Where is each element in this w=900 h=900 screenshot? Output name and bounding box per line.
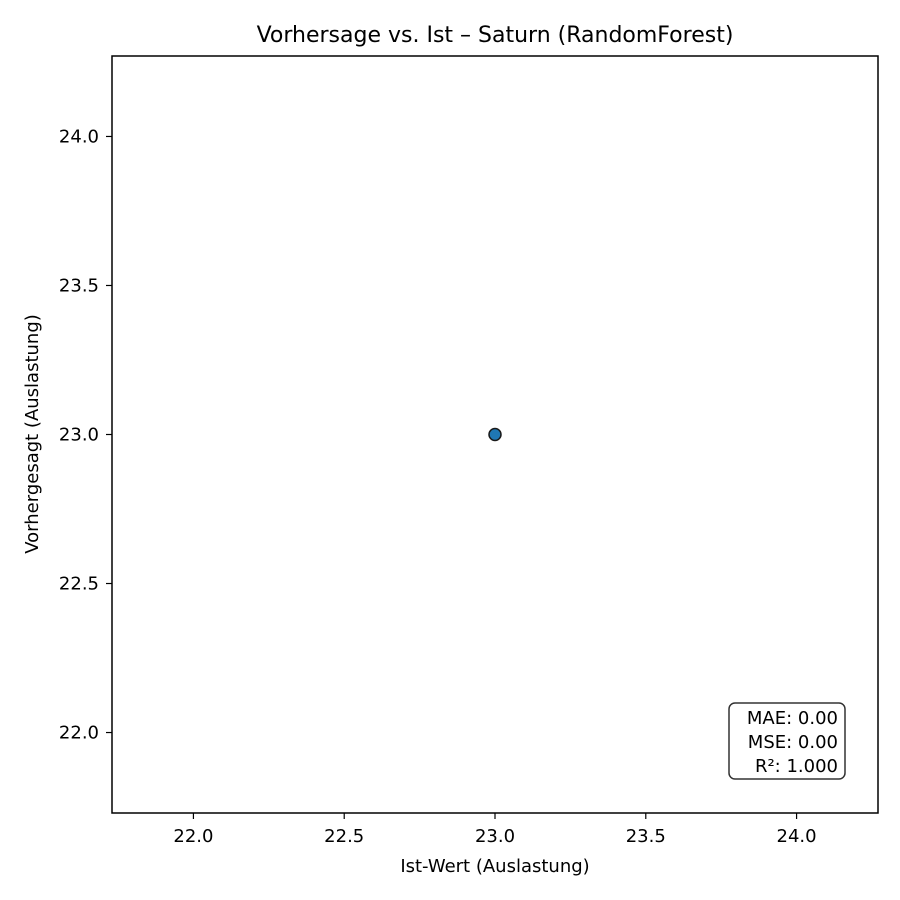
x-tick-label: 24.0 [777,826,817,847]
y-tick-label: 23.0 [59,425,99,446]
y-tick-label: 22.5 [59,574,99,595]
y-axis-ticks: 22.0 22.5 23.0 23.5 24.0 [59,126,112,744]
x-tick-label: 22.5 [324,826,364,847]
x-tick-label: 23.0 [475,826,515,847]
chart-title: Vorhersage vs. Ist – Saturn (RandomFores… [257,23,734,48]
y-tick-label: 24.0 [59,126,99,147]
x-tick-label: 23.5 [626,826,666,847]
y-axis-label: Vorhergesagt (Auslastung) [22,314,43,554]
metrics-annotation-box [728,702,846,780]
y-tick-label: 23.5 [59,275,99,296]
x-axis-ticks: 22.0 22.5 23.0 23.5 24.0 [173,813,817,847]
scatter-point [488,427,502,442]
metrics-r2: R²: 1.000 [755,756,838,777]
y-tick-label: 22.0 [59,723,99,744]
metrics-mae: MAE: 0.00 [747,708,838,729]
metrics-mse: MSE: 0.00 [748,732,838,753]
x-tick-label: 22.0 [173,826,213,847]
scatter-points [488,427,502,442]
x-axis-label: Ist-Wert (Auslastung) [400,856,589,877]
metrics-annotation: MAE: 0.00 MSE: 0.00 R²: 1.000 [728,702,846,780]
